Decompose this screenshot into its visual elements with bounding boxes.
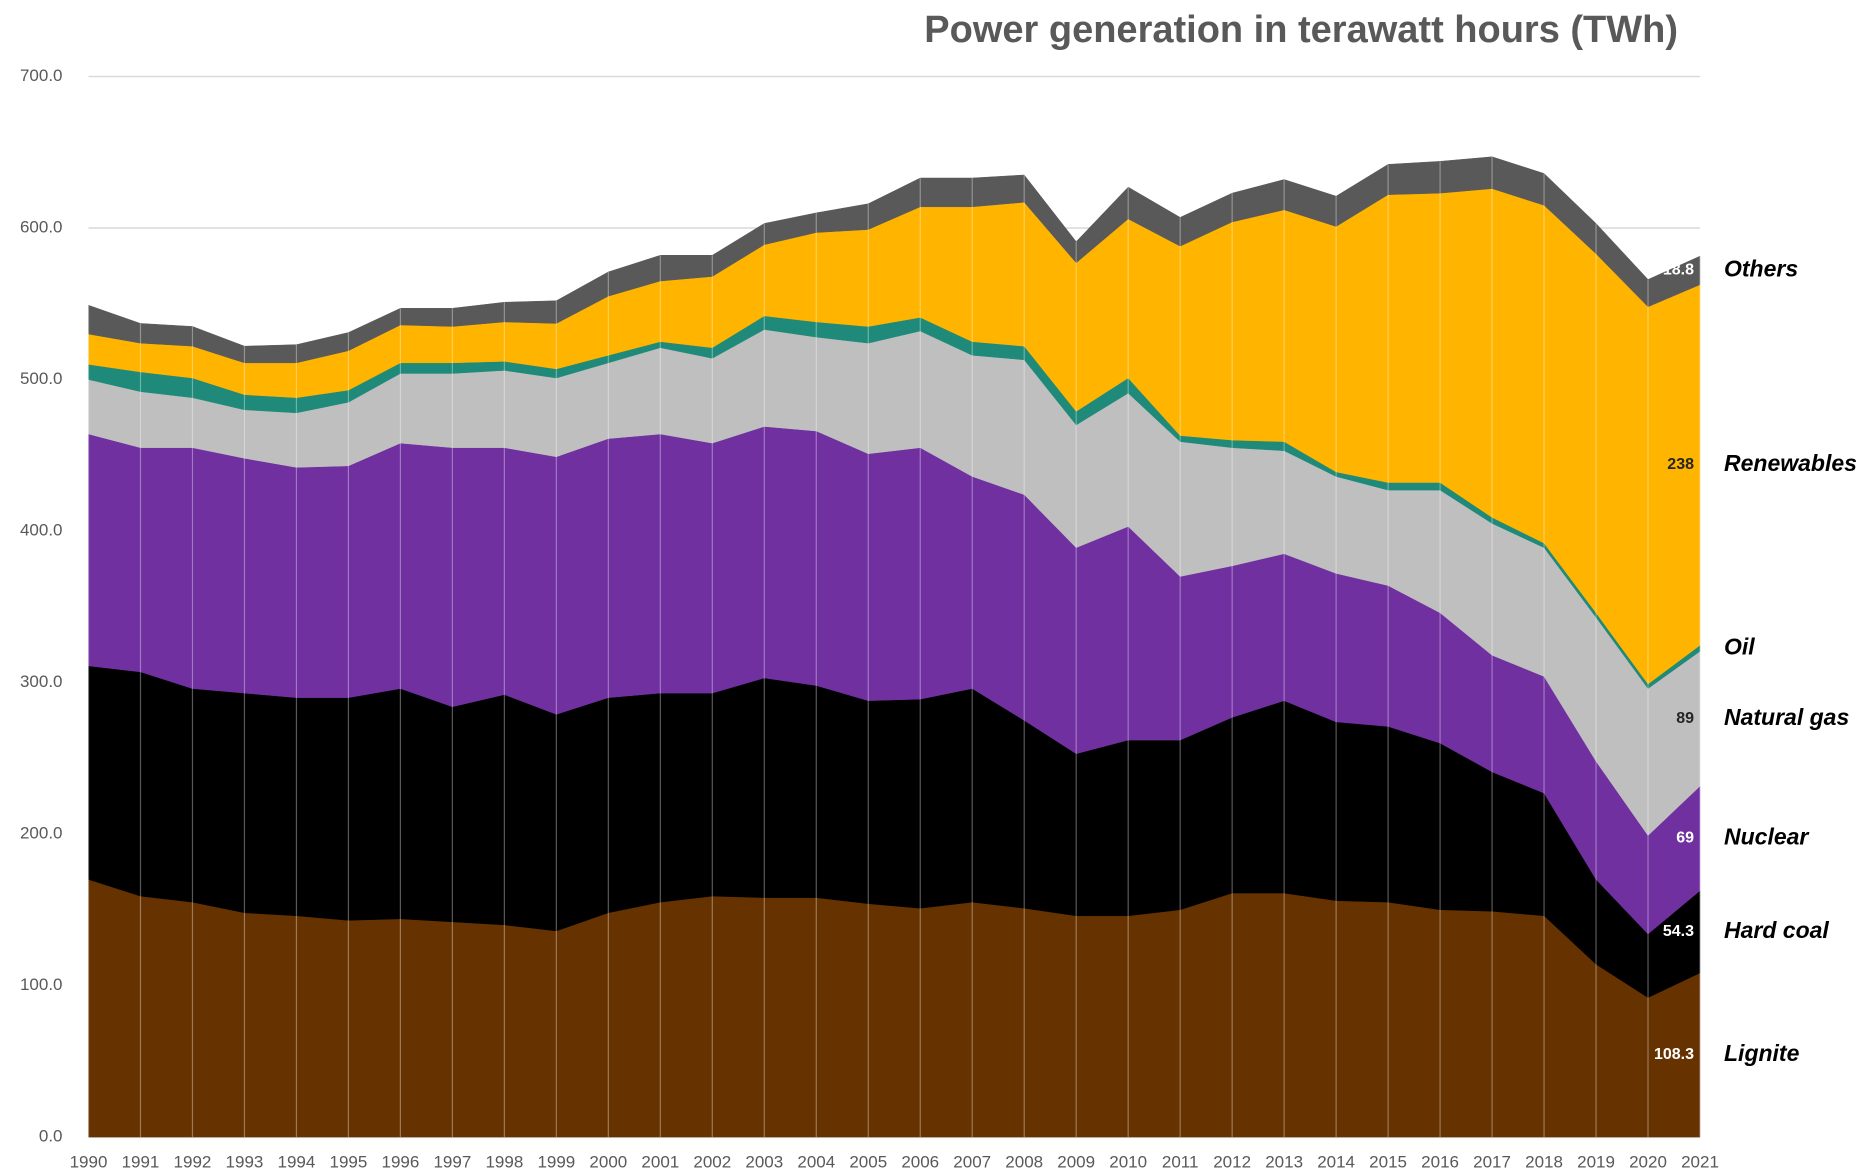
x-tick-label: 2014 <box>1317 1152 1355 1171</box>
series-label: Oil <box>1724 633 1755 659</box>
x-tick-label: 1998 <box>485 1152 523 1171</box>
x-tick-label: 2018 <box>1525 1152 1563 1171</box>
y-tick-label: 300.0 <box>20 672 63 691</box>
x-tick-label: 2000 <box>589 1152 627 1171</box>
series-label: Nuclear <box>1724 823 1809 849</box>
x-tick-label: 1999 <box>537 1152 575 1171</box>
x-tick-label: 2015 <box>1369 1152 1407 1171</box>
x-tick-label: 2006 <box>901 1152 939 1171</box>
x-tick-label: 2020 <box>1629 1152 1667 1171</box>
x-tick-label: 2017 <box>1473 1152 1511 1171</box>
series-label: Lignite <box>1724 1040 1800 1066</box>
data-label: 238 <box>1667 456 1694 473</box>
x-tick-label: 2004 <box>797 1152 835 1171</box>
x-tick-label: 2013 <box>1265 1152 1303 1171</box>
y-tick-label: 500.0 <box>20 369 63 388</box>
x-tick-label: 2011 <box>1162 1152 1199 1171</box>
data-label: 69 <box>1676 830 1694 847</box>
x-tick-label: 2021 <box>1681 1152 1719 1171</box>
series-label: Renewables <box>1724 450 1857 476</box>
x-tick-label: 1993 <box>226 1152 264 1171</box>
x-tick-label: 1992 <box>174 1152 212 1171</box>
data-label: 18.8 <box>1663 262 1694 279</box>
x-tick-label: 1997 <box>433 1152 471 1171</box>
y-tick-label: 100.0 <box>20 975 63 994</box>
y-tick-label: 0.0 <box>39 1126 63 1145</box>
series-label: Hard coal <box>1724 917 1829 943</box>
y-tick-label: 400.0 <box>20 520 63 539</box>
x-tick-label: 2008 <box>1005 1152 1043 1171</box>
data-label: 89 <box>1676 710 1694 727</box>
x-tick-label: 2002 <box>693 1152 731 1171</box>
area <box>88 156 1701 364</box>
x-tick-label: 2005 <box>849 1152 887 1171</box>
x-tick-label: 2019 <box>1577 1152 1615 1171</box>
series-label: Natural gas <box>1724 704 1849 730</box>
x-tick-label: 2016 <box>1421 1152 1459 1171</box>
data-label: 54.3 <box>1663 923 1694 940</box>
x-tick-label: 1994 <box>278 1152 316 1171</box>
x-tick-label: 1991 <box>122 1152 160 1171</box>
x-tick-label: 1995 <box>330 1152 368 1171</box>
x-tick-label: 2012 <box>1213 1152 1251 1171</box>
x-tick-label: 1996 <box>381 1152 419 1171</box>
x-tick-label: 2007 <box>953 1152 991 1171</box>
y-tick-label: 700.0 <box>20 66 63 85</box>
data-label: 108.3 <box>1654 1046 1694 1063</box>
x-tick-label: 2009 <box>1057 1152 1095 1171</box>
x-tick-label: 1990 <box>70 1152 108 1171</box>
x-tick-label: 2010 <box>1109 1152 1147 1171</box>
y-tick-label: 600.0 <box>20 217 63 236</box>
chart-title: Power generation in terawatt hours (TWh) <box>924 9 1678 51</box>
x-tick-label: 2001 <box>641 1152 679 1171</box>
series-label: Others <box>1724 255 1798 281</box>
x-tick-label: 2003 <box>745 1152 783 1171</box>
y-tick-label: 200.0 <box>20 823 63 842</box>
